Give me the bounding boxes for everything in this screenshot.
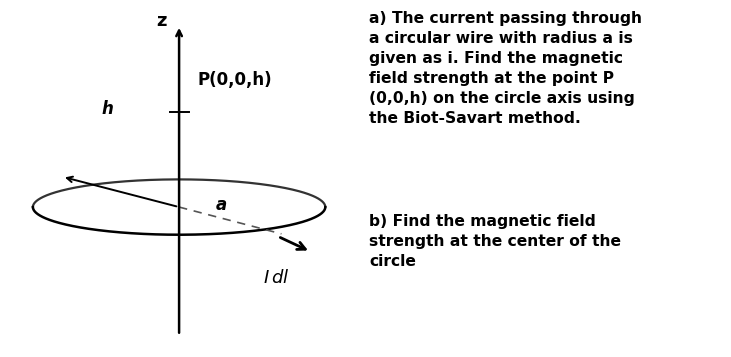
Text: z: z	[156, 12, 167, 30]
Text: h: h	[102, 100, 113, 118]
Text: $I\,d\mathit{l}$: $I\,d\mathit{l}$	[263, 270, 289, 287]
Text: P(0,0,h): P(0,0,h)	[197, 71, 272, 89]
Text: a) The current passing through
a circular wire with radius a is
given as i. Find: a) The current passing through a circula…	[369, 11, 642, 126]
Text: a: a	[216, 196, 227, 214]
Text: b) Find the magnetic field
strength at the center of the
circle: b) Find the magnetic field strength at t…	[369, 214, 621, 269]
